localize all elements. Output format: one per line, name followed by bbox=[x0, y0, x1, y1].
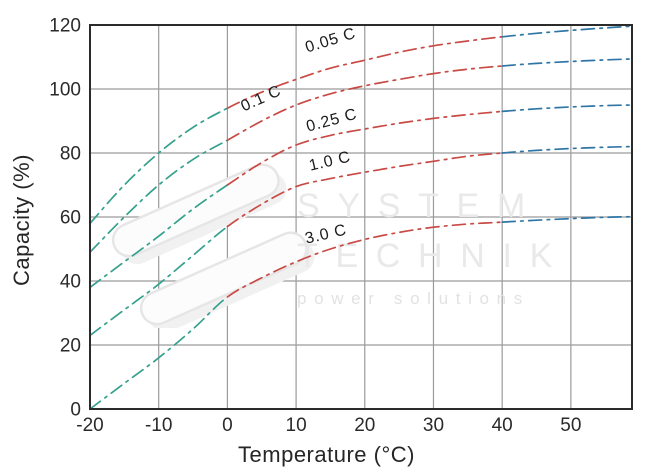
x-axis-title: Temperature (°C) bbox=[238, 442, 415, 467]
curve-0.05c bbox=[89, 107, 229, 225]
y-tick-label: 80 bbox=[60, 144, 81, 165]
curve-3.0c bbox=[226, 221, 504, 298]
x-tick-label: 50 bbox=[560, 415, 581, 436]
curve-0.1c bbox=[226, 65, 504, 142]
x-tick-label: -20 bbox=[76, 415, 103, 436]
y-axis-title: Capacity (%) bbox=[9, 154, 34, 286]
x-tick-label: 0 bbox=[222, 415, 233, 436]
y-tick-label: 0 bbox=[70, 400, 81, 421]
curve-0.25c bbox=[501, 104, 633, 113]
curve-0.25c bbox=[89, 184, 229, 289]
curve-label: 3.0 C bbox=[303, 222, 348, 248]
curve-0.25c bbox=[226, 110, 504, 186]
y-tick-label: 20 bbox=[60, 336, 81, 357]
curve-0.05c bbox=[226, 35, 504, 110]
x-tick-label: 40 bbox=[492, 415, 513, 436]
curve-3.0c bbox=[501, 215, 633, 223]
curve-label: 1.0 C bbox=[307, 149, 352, 175]
curve-0.1c bbox=[89, 139, 229, 254]
curve-3.0c bbox=[89, 296, 229, 410]
x-tick-label: -10 bbox=[145, 415, 172, 436]
x-tick-label: 20 bbox=[354, 415, 375, 436]
y-tick-label: 40 bbox=[60, 272, 81, 293]
curve-1.0c bbox=[501, 145, 633, 154]
curve-1.0c bbox=[226, 152, 504, 228]
y-tick-label: 120 bbox=[49, 16, 81, 37]
x-tick-label: 30 bbox=[423, 415, 444, 436]
curve-label: 0.1 C bbox=[238, 83, 284, 116]
curve-label: 0.05 C bbox=[303, 25, 358, 56]
curve-0.05c bbox=[501, 25, 633, 38]
curve-0.1c bbox=[501, 58, 633, 67]
plot-border bbox=[89, 24, 633, 410]
curve-1.0c bbox=[89, 225, 229, 337]
x-tick-label: 10 bbox=[286, 415, 307, 436]
y-tick-label: 100 bbox=[49, 80, 81, 101]
y-tick-label: 60 bbox=[60, 208, 81, 229]
